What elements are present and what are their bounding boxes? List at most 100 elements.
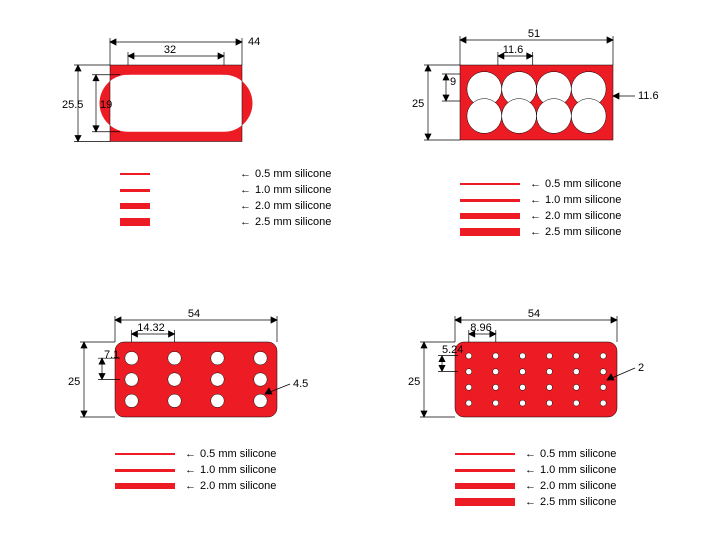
hole [573, 384, 579, 390]
dim-b-pitchy: 9 [450, 76, 456, 88]
legend-row: 2.0 mm silicone [110, 198, 331, 214]
hole [520, 384, 526, 390]
hole [466, 353, 472, 359]
legend-swatch [455, 498, 515, 506]
hole [168, 351, 182, 365]
hole [537, 99, 572, 134]
legend-swatch [455, 483, 515, 489]
legend-swatch [455, 453, 515, 455]
legend-row: 1.0 mm silicone [460, 192, 660, 208]
legend-swatch [115, 483, 175, 489]
dim-c-pitchy: 7.1 [104, 349, 119, 361]
legend-swatch [120, 203, 150, 209]
hole [168, 373, 182, 387]
hole [573, 353, 579, 359]
hole [211, 351, 225, 365]
panel-b-drawing: 51 11.6 25 [400, 20, 660, 170]
dim-d-pitch: 8.96 [470, 322, 491, 334]
dim-a-slot-w: 32 [164, 44, 176, 56]
dim-d-dia: 2 [638, 362, 644, 374]
hole [493, 384, 499, 390]
shape-b [460, 65, 613, 140]
legend-label: 2.0 mm silicone [520, 210, 621, 222]
legend-swatch [460, 228, 520, 236]
legend-row: 2.5 mm silicone [110, 214, 331, 230]
legend-d: 0.5 mm silicone 1.0 mm silicone 2.0 mm sil… [455, 446, 670, 510]
hole [466, 400, 472, 406]
hole [254, 373, 268, 387]
legend-label: 0.5 mm silicone [520, 178, 621, 190]
panel-a: 44 32 25.5 [60, 20, 331, 230]
legend-a: 0.5 mm silicone 1.0 mm silicone 2.0 mm sil… [110, 166, 331, 230]
panel-a-drawing: 44 32 25.5 [60, 20, 280, 160]
hole [546, 369, 552, 375]
hole [520, 353, 526, 359]
dim-a-outer-h: 25.5 [62, 99, 83, 111]
legend-label: 2.0 mm silicone [230, 200, 331, 212]
legend-c: 0.5 mm silicone 1.0 mm silicone 2.0 mm sil… [115, 446, 320, 494]
legend-label: 1.0 mm silicone [175, 464, 276, 476]
legend-label: 2.0 mm silicone [175, 480, 276, 492]
dim-a-slot-h: 19 [100, 99, 112, 111]
hole [600, 400, 606, 406]
hole [168, 394, 182, 408]
legend-swatch [455, 469, 515, 472]
legend-label: 2.0 mm silicone [515, 480, 616, 492]
hole [546, 353, 552, 359]
dim-d-pitchy: 5.24 [442, 344, 463, 356]
hole [571, 99, 606, 134]
panel-c-drawing: 54 14.32 25 7.1 [60, 300, 320, 440]
hole [211, 373, 225, 387]
legend-label: 1.0 mm silicone [520, 194, 621, 206]
hole [125, 373, 139, 387]
hole [211, 394, 225, 408]
hole [520, 400, 526, 406]
legend-row: 0.5 mm silicone [115, 446, 320, 462]
legend-swatch [115, 453, 175, 455]
legend-label: 1.0 mm silicone [230, 184, 331, 196]
hole [502, 99, 537, 134]
dim-c-w: 54 [188, 308, 200, 320]
dim-c-dia: 4.5 [293, 378, 308, 390]
hole [466, 384, 472, 390]
dim-a-outer-w: 44 [248, 36, 260, 48]
legend-row: 2.5 mm silicone [455, 494, 670, 510]
legend-label: 0.5 mm silicone [515, 448, 616, 460]
panel-d: 54 8.96 25 5.24 [400, 300, 670, 510]
panel-b: 51 11.6 25 [400, 20, 660, 240]
dim-d-w: 54 [528, 308, 540, 320]
legend-label: 2.5 mm silicone [515, 496, 616, 508]
legend-label: 2.5 mm silicone [230, 216, 331, 228]
legend-b: 0.5 mm silicone 1.0 mm silicone 2.0 mm sil… [460, 176, 660, 240]
hole [467, 99, 502, 134]
hole [254, 351, 268, 365]
dim-c-pitch: 14.32 [137, 322, 165, 334]
legend-row: 1.0 mm silicone [455, 462, 670, 478]
legend-row: 2.0 mm silicone [115, 478, 320, 494]
hole [466, 369, 472, 375]
hole [493, 369, 499, 375]
dim-b-dia: 11.6 [638, 90, 659, 102]
legend-row: 2.0 mm silicone [460, 208, 660, 224]
dim-c-h: 25 [68, 376, 80, 388]
shape-d [455, 342, 617, 417]
dim-b-pitch: 11.6 [503, 44, 524, 56]
legend-row: 0.5 mm silicone [460, 176, 660, 192]
shape-c [115, 342, 277, 417]
legend-swatch [460, 213, 520, 219]
hole [520, 369, 526, 375]
dim-b-w: 51 [528, 28, 540, 40]
hole [600, 384, 606, 390]
hole [546, 384, 552, 390]
legend-row: 0.5 mm silicone [110, 166, 331, 182]
hole [573, 400, 579, 406]
legend-swatch [115, 469, 175, 472]
legend-swatch [460, 199, 520, 202]
shape-a [100, 65, 253, 142]
legend-row: 1.0 mm silicone [110, 182, 331, 198]
legend-swatch [120, 218, 150, 226]
hole [573, 369, 579, 375]
legend-swatch [460, 183, 520, 185]
hole [254, 394, 268, 408]
legend-label: 2.5 mm silicone [520, 226, 621, 238]
